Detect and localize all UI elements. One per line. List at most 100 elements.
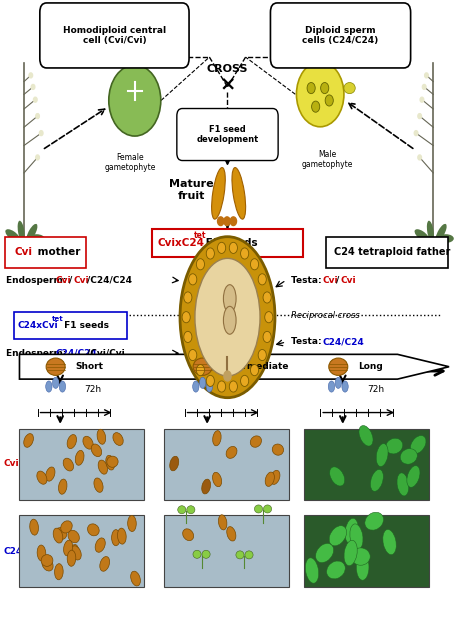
Ellipse shape (219, 515, 227, 530)
Circle shape (31, 85, 35, 90)
Ellipse shape (407, 466, 420, 488)
Bar (164, 516, 289, 587)
Circle shape (263, 332, 271, 343)
Ellipse shape (55, 564, 63, 580)
Ellipse shape (100, 557, 109, 571)
Ellipse shape (410, 435, 426, 454)
Ellipse shape (69, 544, 79, 560)
Text: Testa:: Testa: (291, 338, 325, 346)
Ellipse shape (195, 258, 260, 376)
Text: Endosperm:: Endosperm: (6, 276, 70, 284)
Ellipse shape (351, 548, 370, 565)
Ellipse shape (227, 527, 236, 541)
Ellipse shape (296, 62, 344, 127)
Ellipse shape (272, 444, 283, 455)
Ellipse shape (46, 467, 55, 481)
Circle shape (206, 375, 214, 386)
Ellipse shape (67, 435, 77, 448)
Ellipse shape (193, 358, 212, 376)
Text: Long: Long (358, 362, 383, 371)
Ellipse shape (59, 381, 65, 392)
Ellipse shape (316, 544, 334, 563)
Ellipse shape (61, 521, 72, 533)
Text: F1 seeds: F1 seeds (61, 321, 109, 330)
Text: C24 tetraploid father: C24 tetraploid father (334, 247, 450, 257)
Text: tet: tet (52, 316, 64, 322)
Ellipse shape (88, 524, 99, 536)
Ellipse shape (359, 425, 373, 446)
Text: tet: tet (48, 452, 60, 458)
Ellipse shape (94, 478, 103, 493)
Text: F1 seed
development: F1 seed development (196, 125, 259, 144)
Ellipse shape (18, 235, 25, 256)
Ellipse shape (46, 358, 65, 376)
Text: Cvi: Cvi (15, 247, 33, 257)
Ellipse shape (75, 450, 84, 465)
Text: C24/C24: C24/C24 (322, 338, 364, 346)
Ellipse shape (180, 237, 275, 397)
Circle shape (218, 381, 226, 392)
Ellipse shape (98, 460, 108, 474)
Ellipse shape (111, 530, 120, 545)
Ellipse shape (345, 518, 358, 544)
Circle shape (36, 155, 39, 160)
Ellipse shape (342, 381, 348, 392)
Circle shape (182, 312, 190, 323)
Ellipse shape (24, 434, 34, 447)
Text: CvixC24: CvixC24 (4, 460, 44, 468)
Circle shape (39, 131, 43, 136)
Ellipse shape (29, 234, 45, 243)
Ellipse shape (53, 378, 59, 388)
Ellipse shape (329, 467, 345, 486)
Circle shape (184, 332, 192, 343)
Ellipse shape (37, 545, 46, 561)
Ellipse shape (83, 436, 93, 449)
Ellipse shape (18, 221, 25, 242)
Text: C24xCvi: C24xCvi (17, 321, 58, 330)
Circle shape (418, 155, 421, 160)
Ellipse shape (97, 429, 106, 444)
Bar (19, 429, 144, 500)
Circle shape (206, 248, 214, 259)
Circle shape (311, 101, 320, 112)
Text: /: / (69, 276, 73, 284)
Ellipse shape (193, 550, 201, 559)
Ellipse shape (71, 545, 81, 560)
Circle shape (229, 381, 237, 392)
Circle shape (189, 350, 197, 361)
FancyBboxPatch shape (14, 312, 127, 339)
Ellipse shape (383, 529, 396, 555)
Ellipse shape (37, 471, 47, 485)
Ellipse shape (415, 230, 429, 241)
Ellipse shape (245, 551, 253, 559)
Circle shape (218, 243, 226, 253)
Text: Cvi: Cvi (340, 276, 356, 284)
Text: tet: tet (194, 231, 206, 240)
Circle shape (425, 73, 428, 78)
Circle shape (230, 217, 237, 226)
Circle shape (29, 73, 33, 78)
Circle shape (325, 95, 333, 106)
Ellipse shape (128, 516, 136, 532)
Ellipse shape (255, 505, 263, 513)
Text: Male
gametophyte: Male gametophyte (301, 149, 353, 169)
Circle shape (224, 217, 230, 226)
Text: Dry after-ripening time: Dry after-ripening time (279, 356, 398, 366)
FancyBboxPatch shape (326, 237, 448, 267)
Ellipse shape (46, 381, 52, 392)
Ellipse shape (206, 381, 212, 392)
Ellipse shape (106, 455, 115, 470)
Text: Testa:: Testa: (291, 276, 325, 284)
Circle shape (184, 292, 192, 303)
Ellipse shape (5, 230, 20, 241)
Ellipse shape (329, 526, 346, 546)
Ellipse shape (5, 236, 20, 248)
Ellipse shape (386, 439, 403, 454)
Ellipse shape (236, 551, 244, 559)
Text: Cvi: Cvi (322, 276, 338, 284)
Text: /: / (336, 276, 339, 284)
Ellipse shape (107, 456, 118, 467)
Circle shape (414, 131, 418, 136)
Ellipse shape (113, 433, 123, 445)
Ellipse shape (211, 167, 225, 219)
